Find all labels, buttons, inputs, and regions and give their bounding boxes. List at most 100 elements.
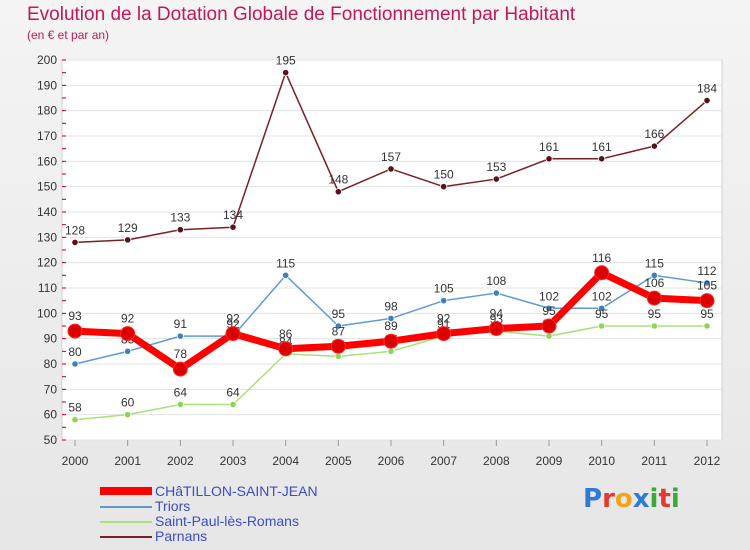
data-point [330, 338, 346, 354]
data-point [541, 318, 557, 334]
legend-label-chatillon: CHâTILLON-SAINT-JEAN [155, 483, 318, 499]
data-label: 129 [118, 221, 138, 235]
data-label: 133 [170, 211, 190, 225]
logo-letter: o [614, 484, 633, 514]
data-label: 153 [486, 160, 506, 174]
y-axis: 50 60 70 80 90 100 110 120 130 140 150 160 170 180 190… [37, 53, 66, 447]
legend-swatch-chatillon [100, 487, 152, 495]
data-point [334, 188, 342, 196]
y-tick-label: 130 [37, 230, 57, 244]
data-point [124, 236, 132, 244]
data-label: 102 [592, 289, 612, 303]
data-point [598, 155, 606, 163]
x-tick-label: 2004 [272, 454, 299, 468]
data-point [646, 290, 662, 306]
legend-swatch-saint-paul [100, 521, 152, 523]
data-point [229, 223, 237, 231]
x-tick-label: 2000 [62, 454, 89, 468]
data-label: 157 [381, 150, 401, 164]
data-label: 128 [65, 223, 85, 237]
x-axis: 2000 2001 2002 2003 2004 2005 2006 2007 2008 2009… [62, 440, 721, 468]
data-point [492, 289, 500, 297]
data-point [71, 360, 79, 368]
data-label: 161 [592, 140, 612, 154]
data-point [594, 265, 610, 281]
data-point [176, 400, 184, 409]
data-label: 166 [644, 127, 664, 141]
data-point [440, 297, 448, 305]
data-point [703, 279, 711, 287]
data-point [387, 314, 395, 322]
data-point [71, 238, 79, 246]
data-label: 94 [490, 307, 504, 321]
y-tick-label: 70 [44, 382, 58, 396]
data-point [703, 322, 711, 330]
data-label: 134 [223, 208, 243, 222]
data-label: 91 [174, 317, 188, 331]
data-label: 108 [486, 274, 506, 288]
data-label: 95 [595, 307, 609, 321]
data-point [650, 322, 658, 330]
y-tick-label: 110 [38, 281, 57, 295]
data-label: 115 [276, 256, 295, 270]
data-label: 98 [384, 299, 398, 313]
data-label: 89 [384, 319, 398, 333]
data-point [229, 400, 237, 409]
data-label: 78 [174, 347, 188, 361]
data-point [120, 326, 136, 342]
proxiti-logo: Proxiti [583, 484, 680, 514]
data-point [176, 332, 184, 340]
data-label: 58 [68, 401, 82, 415]
data-label: 106 [644, 276, 664, 290]
data-point [282, 271, 290, 279]
grid-lines [62, 59, 722, 441]
legend-label-saint-paul: Saint-Paul-lès-Romans [155, 513, 299, 529]
data-point [334, 352, 342, 360]
data-label: 92 [437, 312, 451, 326]
data-point [387, 165, 395, 173]
data-label: 64 [226, 386, 240, 400]
data-point [124, 411, 132, 419]
data-point [387, 347, 395, 355]
data-point [703, 96, 711, 105]
legend-label-triors: Triors [155, 498, 191, 514]
y-tick-label: 100 [37, 306, 57, 320]
data-point [545, 155, 553, 163]
data-label: 86 [279, 327, 293, 341]
data-point [225, 326, 241, 342]
data-label: 105 [434, 282, 454, 296]
x-tick-label: 2007 [430, 454, 457, 468]
y-tick-label: 140 [37, 205, 57, 219]
legend-swatch-parnans [100, 536, 152, 538]
data-label: 80 [68, 345, 82, 359]
data-label: 95 [648, 307, 662, 321]
x-tick-label: 2008 [483, 454, 510, 468]
data-point [440, 183, 448, 191]
x-tick-label: 2009 [536, 454, 563, 468]
data-point [492, 175, 500, 183]
y-tick-label: 60 [44, 408, 58, 422]
data-point [650, 271, 658, 279]
data-point [650, 142, 658, 150]
data-label: 116 [592, 251, 611, 265]
logo-letter: x [632, 484, 650, 514]
data-point [124, 347, 132, 355]
data-label: 93 [68, 309, 82, 323]
data-label: 184 [697, 82, 717, 96]
y-tick-label: 120 [37, 256, 57, 270]
data-label: 112 [697, 264, 716, 278]
y-tick-label: 160 [37, 154, 57, 168]
x-tick-label: 2006 [378, 454, 405, 468]
data-label: 102 [539, 289, 559, 303]
x-tick-label: 2011 [641, 454, 667, 468]
data-point [436, 326, 452, 342]
y-tick-label: 200 [37, 53, 57, 67]
plot-area [61, 59, 723, 441]
y-tick-label: 170 [37, 129, 57, 143]
legend-swatch-triors [100, 506, 152, 508]
x-tick-label: 2010 [588, 454, 615, 468]
chart-title: Evolution de la Dotation Globale de Fonc… [27, 4, 576, 25]
logo-letter: t [658, 484, 671, 514]
x-tick-label: 2003 [220, 454, 247, 468]
